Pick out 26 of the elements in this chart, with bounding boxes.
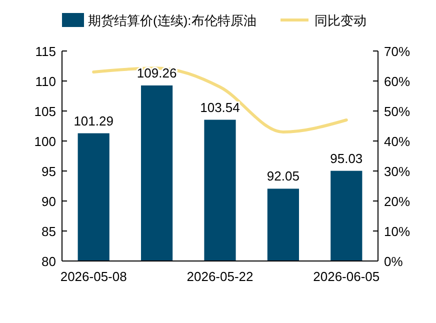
y-tick-label: 85 bbox=[42, 224, 56, 239]
y2-tick-label: 30% bbox=[384, 164, 410, 179]
data-label: 95.03 bbox=[330, 150, 363, 166]
y-tick-label: 105 bbox=[34, 104, 56, 119]
y2-tick-label: 20% bbox=[384, 194, 410, 209]
y-tick-label: 110 bbox=[35, 74, 56, 89]
data-label: 92.05 bbox=[266, 168, 300, 184]
data-label: 109.26 bbox=[136, 65, 177, 80]
y2-tick-label: 10% bbox=[384, 224, 410, 239]
x-tick-label: 2026-05-08 bbox=[60, 269, 127, 284]
data-label: 103.54 bbox=[200, 100, 240, 115]
legend-label: 同比变动 bbox=[314, 13, 366, 28]
y2-tick-label: 70% bbox=[384, 44, 410, 59]
y-tick-label: 80 bbox=[42, 254, 56, 269]
data-label: 101.29 bbox=[74, 113, 114, 128]
x-tick-label: 2026-05-22 bbox=[186, 269, 254, 284]
x-tick-label: 2026-06-05 bbox=[313, 269, 380, 284]
y2-tick-label: 0% bbox=[384, 254, 404, 269]
legend-label: 期货结算价(连续):布伦特原油 bbox=[88, 13, 256, 28]
y2-tick-label: 60% bbox=[384, 74, 410, 89]
y-tick-label: 95 bbox=[42, 164, 56, 179]
y-tick-label: 100 bbox=[34, 134, 56, 149]
y-tick-label: 115 bbox=[35, 44, 56, 59]
y2-tick-label: 40% bbox=[384, 134, 410, 149]
y2-tick-label: 50% bbox=[384, 104, 410, 119]
y-tick-label: 90 bbox=[42, 194, 56, 209]
